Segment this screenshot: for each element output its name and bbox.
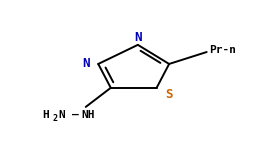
Text: —: — bbox=[72, 110, 79, 120]
Text: N: N bbox=[59, 110, 65, 120]
Text: H: H bbox=[42, 110, 49, 120]
Text: N: N bbox=[134, 31, 141, 44]
Text: N: N bbox=[82, 58, 90, 71]
Text: 2: 2 bbox=[52, 114, 57, 123]
Text: S: S bbox=[165, 89, 173, 102]
Text: NH: NH bbox=[82, 110, 95, 120]
Text: Pr-n: Pr-n bbox=[209, 45, 236, 55]
